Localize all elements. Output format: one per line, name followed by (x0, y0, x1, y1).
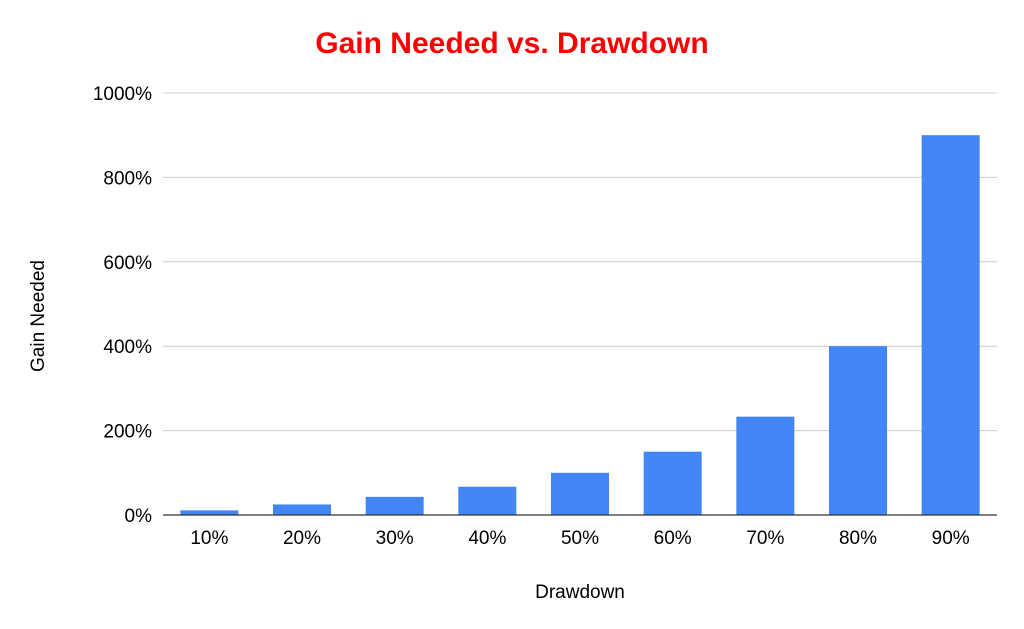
x-tick-label: 50% (561, 528, 599, 549)
x-tick-label: 80% (839, 528, 877, 549)
x-axis-label: Drawdown (535, 582, 625, 603)
bar-60pct (643, 451, 702, 515)
bar-50pct (551, 472, 609, 515)
chart-title: Gain Needed vs. Drawdown (315, 27, 708, 60)
bars (180, 135, 980, 515)
x-tick-label: 60% (654, 528, 692, 549)
x-tick-label: 20% (283, 528, 321, 549)
y-axis-label: Gain Needed (28, 260, 49, 372)
bar-20pct (273, 504, 331, 515)
y-tick-label: 600% (103, 253, 152, 274)
bar-70pct (736, 416, 795, 515)
bar-40pct (458, 486, 517, 515)
x-tick-label: 30% (376, 528, 414, 549)
y-tick-label: 0% (125, 506, 153, 527)
bar-90pct (921, 135, 980, 515)
x-tick-label: 90% (932, 528, 970, 549)
bar-30pct (365, 496, 424, 515)
x-tick-label: 40% (468, 528, 506, 549)
y-tick-label: 800% (103, 168, 152, 189)
x-tick-label: 10% (190, 528, 228, 549)
y-tick-label: 200% (103, 422, 152, 443)
bar-80pct (829, 346, 887, 515)
y-axis-ticks: 0% 200% 400% 600% 800% 1000% (93, 84, 152, 527)
x-tick-label: 70% (746, 528, 784, 549)
bar-10pct (180, 510, 239, 515)
y-tick-label: 1000% (93, 84, 152, 105)
x-axis-ticks: 10% 20% 30% 40% 50% 60% 70% 80% 90% (190, 528, 969, 549)
y-tick-label: 400% (103, 337, 152, 358)
